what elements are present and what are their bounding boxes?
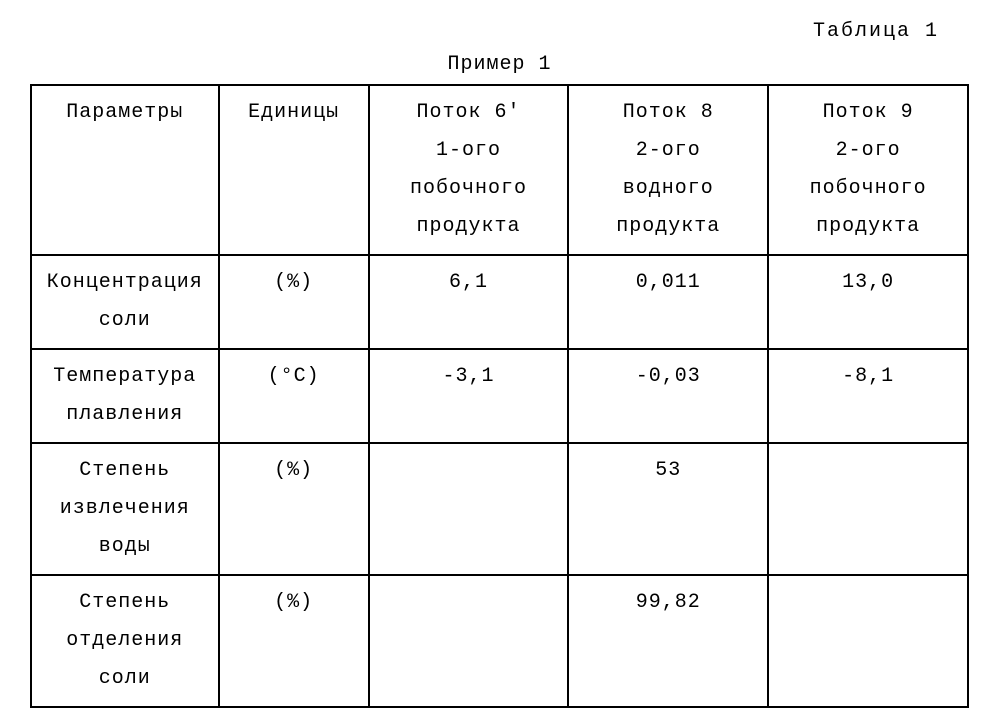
cell-text: Температура	[38, 358, 212, 396]
cell-unit: (°C)	[219, 349, 369, 443]
header-text: водного	[575, 170, 761, 208]
header-text: Поток 8	[575, 94, 761, 132]
cell-value	[369, 443, 569, 575]
table-row: Степень отделения соли (%) 99,82	[31, 575, 968, 707]
data-table: Параметры Единицы Поток 6' 1-ого побочно…	[30, 84, 969, 708]
header-text: Единицы	[226, 94, 362, 132]
cell-value	[768, 575, 968, 707]
header-text: 1-ого	[376, 132, 562, 170]
table-number-label: Таблица 1	[30, 20, 969, 43]
header-potok-6: Поток 6' 1-ого побочного продукта	[369, 85, 569, 255]
cell-text: Концентрация	[38, 264, 212, 302]
cell-value: 0,011	[568, 255, 768, 349]
cell-param: Температура плавления	[31, 349, 219, 443]
table-row: Температура плавления (°C) -3,1 -0,03 -8…	[31, 349, 968, 443]
header-text: продукта	[575, 208, 761, 246]
header-edinitsy: Единицы	[219, 85, 369, 255]
cell-unit: (%)	[219, 255, 369, 349]
header-text: продукта	[376, 208, 562, 246]
cell-value: 13,0	[768, 255, 968, 349]
header-text: 2-ого	[775, 132, 961, 170]
table-row: Концентрация соли (%) 6,1 0,011 13,0	[31, 255, 968, 349]
table-caption: Пример 1	[30, 53, 969, 76]
cell-value	[369, 575, 569, 707]
header-potok-9: Поток 9 2-ого побочного продукта	[768, 85, 968, 255]
header-text: Поток 6'	[376, 94, 562, 132]
cell-value	[768, 443, 968, 575]
cell-text: Степень	[38, 452, 212, 490]
cell-text: соли	[38, 660, 212, 698]
cell-text: воды	[38, 528, 212, 566]
cell-text: плавления	[38, 396, 212, 434]
cell-unit: (%)	[219, 575, 369, 707]
cell-param: Концентрация соли	[31, 255, 219, 349]
header-parametry: Параметры	[31, 85, 219, 255]
cell-text: Степень	[38, 584, 212, 622]
cell-text: отделения	[38, 622, 212, 660]
cell-value: 99,82	[568, 575, 768, 707]
cell-text: извлечения	[38, 490, 212, 528]
cell-value: -0,03	[568, 349, 768, 443]
cell-value: 53	[568, 443, 768, 575]
cell-value: -3,1	[369, 349, 569, 443]
cell-value: 6,1	[369, 255, 569, 349]
header-text: Поток 9	[775, 94, 961, 132]
table-header-row: Параметры Единицы Поток 6' 1-ого побочно…	[31, 85, 968, 255]
cell-unit: (%)	[219, 443, 369, 575]
header-text: продукта	[775, 208, 961, 246]
cell-text: соли	[38, 302, 212, 340]
header-text: Параметры	[38, 94, 212, 132]
cell-param: Степень отделения соли	[31, 575, 219, 707]
table-row: Степень извлечения воды (%) 53	[31, 443, 968, 575]
cell-param: Степень извлечения воды	[31, 443, 219, 575]
header-text: 2-ого	[575, 132, 761, 170]
cell-value: -8,1	[768, 349, 968, 443]
header-text: побочного	[376, 170, 562, 208]
header-text: побочного	[775, 170, 961, 208]
header-potok-8: Поток 8 2-ого водного продукта	[568, 85, 768, 255]
